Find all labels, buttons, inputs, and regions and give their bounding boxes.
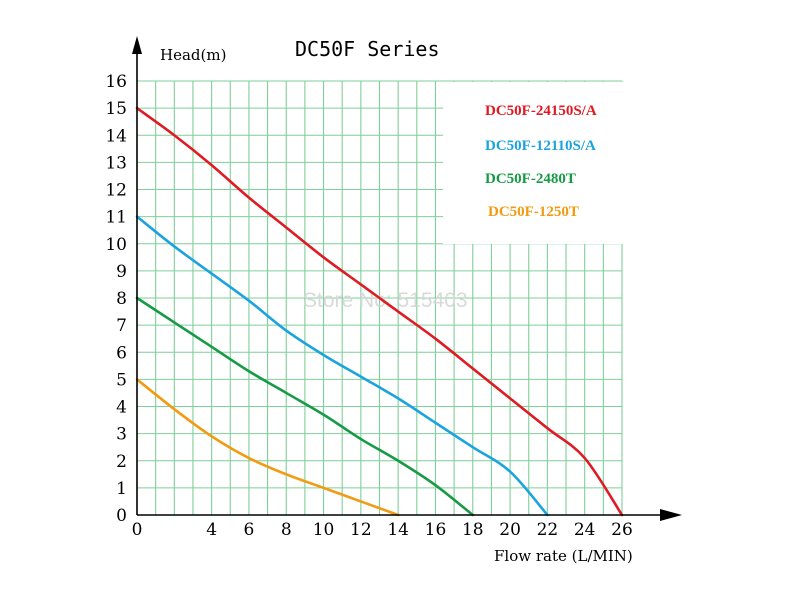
y-tick-label: 10 <box>105 235 127 255</box>
y-tick-label: 4 <box>116 398 127 418</box>
curves <box>135 106 624 517</box>
x-tick-label: 12 <box>350 520 372 540</box>
legend: DC50F-24150S/A DC50F-12110S/A DC50F-2480T D… <box>485 103 597 220</box>
legend-entry: DC50F-2480T <box>485 171 576 187</box>
legend-entry: DC50F-24150S/A <box>485 103 597 119</box>
x-tick-label: 18 <box>462 520 484 540</box>
y-tick-label: 15 <box>105 99 127 119</box>
axes <box>132 36 682 521</box>
x-tick-label: 4 <box>206 520 217 540</box>
x-tick-label: 8 <box>281 520 292 540</box>
x-tick-label: 10 <box>313 520 335 540</box>
x-tick-label: 26 <box>611 520 633 540</box>
x-axis-arrow <box>660 509 682 521</box>
y-axis-title: Head(m) <box>160 46 226 64</box>
legend-background <box>443 82 623 244</box>
x-tick-label: 22 <box>537 520 559 540</box>
y-tick-label: 8 <box>116 289 127 309</box>
y-tick-label: 7 <box>116 316 127 336</box>
x-tick-label: 6 <box>244 520 255 540</box>
x-tick-label: 0 <box>132 520 143 540</box>
y-tick-label: 16 <box>105 72 127 92</box>
legend-entry: DC50F-12110S/A <box>485 138 596 154</box>
y-tick-label: 11 <box>105 208 127 228</box>
y-tick-label: 13 <box>105 153 127 173</box>
chart-title: DC50F Series <box>295 37 440 61</box>
y-tick-label: 3 <box>116 425 127 445</box>
series-line-dc50f-12110s-a <box>135 215 549 517</box>
watermark: Store No: 515403 <box>303 289 468 312</box>
series-line-dc50f-1250t <box>135 378 400 517</box>
y-tick-label: 14 <box>105 126 127 146</box>
y-tick-label: 6 <box>116 343 127 363</box>
x-tick-label: 14 <box>387 520 409 540</box>
series-line-dc50f-24150s-a <box>135 106 624 517</box>
x-axis-title: Flow rate (L/MIN) <box>494 547 633 565</box>
y-tick-label: 5 <box>116 370 127 390</box>
y-tick-label: 1 <box>116 479 127 499</box>
y-tick-label: 9 <box>116 262 127 282</box>
y-axis-arrow <box>132 36 142 54</box>
x-tick-label: 20 <box>499 520 521 540</box>
x-tick-label: 16 <box>425 520 447 540</box>
y-tick-label: 0 <box>116 506 127 526</box>
x-tick-label: 24 <box>574 520 596 540</box>
y-tick-label: 12 <box>105 181 127 201</box>
y-tick-label: 2 <box>116 452 127 472</box>
legend-entry: DC50F-1250T <box>488 204 579 220</box>
series-line-dc50f-2480t <box>135 296 475 517</box>
